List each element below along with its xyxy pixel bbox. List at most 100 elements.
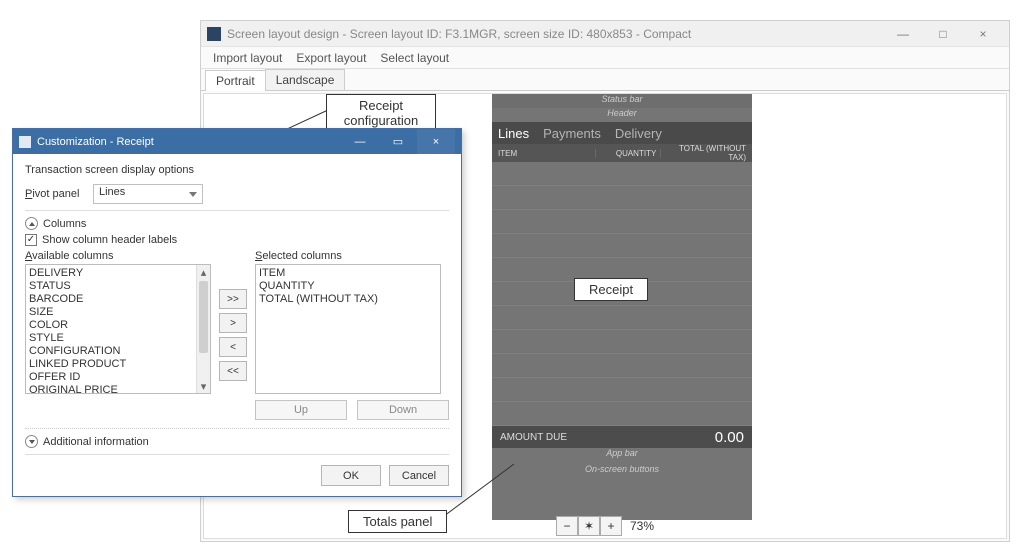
device-column-header: ITEM QUANTITY TOTAL (WITHOUT TAX) [492, 144, 752, 162]
selected-columns-label: Selected columns [255, 250, 449, 262]
list-item[interactable]: STYLE [29, 331, 207, 344]
dialog-caption: Transaction screen display options [25, 164, 449, 176]
device-row [492, 210, 752, 234]
device-row [492, 234, 752, 258]
list-item[interactable]: ORIGINAL PRICE [29, 383, 207, 394]
available-columns-block: Available columns DELIVERYSTATUSBARCODES… [25, 250, 211, 420]
additional-info-section-header[interactable]: Additional information [25, 435, 449, 448]
device-preview[interactable]: Status bar Header Lines Payments Deliver… [492, 94, 752, 520]
selected-columns-items: ITEMQUANTITYTOTAL (WITHOUT TAX) [256, 265, 440, 306]
columns-section-label: Columns [43, 218, 86, 230]
list-item[interactable]: ITEM [259, 266, 437, 279]
columns-area: Available columns DELIVERYSTATUSBARCODES… [25, 250, 449, 420]
remove-button[interactable]: < [219, 337, 247, 357]
columns-section-header[interactable]: Columns [25, 217, 449, 230]
amount-due-value: 0.00 [715, 429, 744, 446]
window-maximize-button[interactable]: □ [923, 21, 963, 46]
device-row [492, 306, 752, 330]
window-close-button[interactable]: × [963, 21, 1003, 46]
tab-portrait[interactable]: Portrait [205, 70, 266, 91]
callout-line1: Receipt [359, 98, 403, 113]
remove-all-button[interactable]: << [219, 361, 247, 381]
dialog-titlebar[interactable]: Customization - Receipt — ▭ × [13, 129, 461, 154]
dialog-restore-button[interactable]: ▭ [379, 129, 417, 154]
callout-receipt-text: Receipt [589, 282, 633, 297]
menubar: Import layout Export layout Select layou… [201, 47, 1009, 69]
dialog-icon [19, 136, 31, 148]
available-columns-label: Available columns [25, 250, 211, 262]
menu-export-layout[interactable]: Export layout [296, 51, 366, 65]
available-columns-listbox[interactable]: DELIVERYSTATUSBARCODESIZECOLORSTYLECONFI… [25, 264, 211, 394]
add-button[interactable]: > [219, 313, 247, 333]
down-button[interactable]: Down [357, 400, 449, 420]
dialog-minimize-button[interactable]: — [341, 129, 379, 154]
dialog-footer: OK Cancel [25, 461, 449, 486]
device-header: Header [492, 108, 752, 122]
show-header-checkbox-row[interactable]: ✓ Show column header labels [25, 234, 449, 246]
scroll-down-icon[interactable]: ▾ [197, 379, 210, 393]
device-row [492, 162, 752, 186]
customization-dialog: Customization - Receipt — ▭ × Transactio… [12, 128, 462, 497]
window-title: Screen layout design - Screen layout ID:… [227, 27, 883, 41]
colhead-quantity: QUANTITY [596, 149, 662, 158]
list-item[interactable]: DELIVERY [29, 266, 207, 279]
show-header-label: Show column header labels [42, 234, 177, 246]
dialog-body: Transaction screen display options Pivot… [13, 154, 461, 496]
list-item[interactable]: SIZE [29, 305, 207, 318]
device-appbar: App bar [492, 448, 752, 464]
zoom-in-button[interactable]: + [600, 516, 622, 536]
checkbox-icon[interactable]: ✓ [25, 234, 37, 246]
pivot-panel-value: Lines [99, 186, 125, 198]
up-button[interactable]: Up [255, 400, 347, 420]
device-statusbar: Status bar [492, 94, 752, 108]
list-item[interactable]: STATUS [29, 279, 207, 292]
selected-columns-block: Selected columns ITEMQUANTITYTOTAL (WITH… [255, 250, 449, 420]
amount-due-label: AMOUNT DUE [500, 432, 567, 443]
colhead-item: ITEM [492, 149, 596, 158]
list-item[interactable]: COLOR [29, 318, 207, 331]
zoom-fit-button[interactable]: ✶ [578, 516, 600, 536]
device-os-buttons: On-screen buttons [492, 464, 752, 480]
chevron-down-icon [25, 435, 38, 448]
selected-columns-listbox[interactable]: ITEMQUANTITYTOTAL (WITHOUT TAX) [255, 264, 441, 394]
additional-info-label: Additional information [43, 436, 149, 448]
scroll-thumb[interactable] [199, 281, 208, 353]
zoom-out-button[interactable]: − [556, 516, 578, 536]
callout-line2: configuration [341, 113, 421, 128]
list-item[interactable]: QUANTITY [259, 279, 437, 292]
available-scrollbar[interactable]: ▴ ▾ [196, 265, 210, 393]
window-titlebar: Screen layout design - Screen layout ID:… [201, 21, 1009, 47]
dialog-close-button[interactable]: × [417, 129, 455, 154]
dialog-title: Customization - Receipt [37, 136, 341, 148]
callout-receipt-configuration: Receipt configuration [326, 94, 436, 132]
pivot-panel-select[interactable]: Lines [93, 184, 203, 204]
pivot-delivery[interactable]: Delivery [615, 126, 662, 141]
ok-button[interactable]: OK [321, 465, 381, 486]
available-columns-items: DELIVERYSTATUSBARCODESIZECOLORSTYLECONFI… [26, 265, 210, 394]
list-item[interactable]: CONFIGURATION [29, 344, 207, 357]
tab-landscape[interactable]: Landscape [265, 69, 346, 90]
divider [25, 210, 449, 211]
device-row [492, 354, 752, 378]
zoom-percent: 73% [630, 519, 654, 533]
chevron-up-icon [25, 217, 38, 230]
divider-bottom [25, 454, 449, 455]
pivot-lines[interactable]: Lines [498, 126, 529, 141]
pivot-panel-label: Pivot panel [25, 188, 93, 200]
pivot-payments[interactable]: Payments [543, 126, 601, 141]
window-minimize-button[interactable]: — [883, 21, 923, 46]
menu-select-layout[interactable]: Select layout [380, 51, 449, 65]
list-item[interactable]: OFFER ID [29, 370, 207, 383]
cancel-button[interactable]: Cancel [389, 465, 449, 486]
zoom-controls: − ✶ + 73% [556, 516, 654, 536]
callout-receipt: Receipt [574, 278, 648, 301]
scroll-up-icon[interactable]: ▴ [197, 265, 210, 279]
reorder-buttons: Up Down [255, 400, 449, 420]
list-item[interactable]: LINKED PRODUCT [29, 357, 207, 370]
list-item[interactable]: TOTAL (WITHOUT TAX) [259, 292, 437, 305]
device-row [492, 378, 752, 402]
list-item[interactable]: BARCODE [29, 292, 207, 305]
add-all-button[interactable]: >> [219, 289, 247, 309]
menu-import-layout[interactable]: Import layout [213, 51, 282, 65]
colhead-total: TOTAL (WITHOUT TAX) [661, 144, 752, 162]
